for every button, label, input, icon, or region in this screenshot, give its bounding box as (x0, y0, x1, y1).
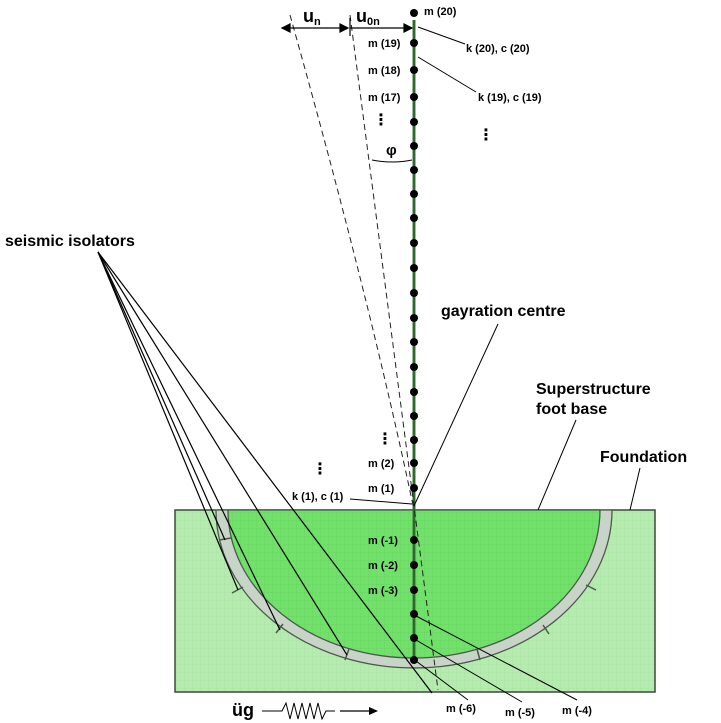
ground-motion-wave (262, 701, 335, 721)
isolator-leaders (97, 251, 433, 694)
label-ug: üg (232, 700, 254, 720)
label-seismic-isolators: seismic isolators (5, 233, 135, 250)
mass-label-neg1: m (-1) (368, 535, 398, 547)
gyration-leader (413, 323, 499, 507)
label-foot-base: foot base (536, 401, 607, 418)
deformed-shape-un (289, 14, 415, 511)
mass-label-17: m (17) (368, 92, 401, 104)
mass-label-neg4: m (-4) (562, 705, 592, 717)
deformed-shape-u0n (349, 14, 439, 691)
mass-label-neg6: m (-6) (446, 703, 476, 715)
label-phi: φ (386, 142, 397, 159)
superstructure-leader (537, 419, 577, 511)
mass-label-20: m (20) (424, 6, 457, 18)
spring-label-k1: k (1), c (1) (292, 491, 344, 503)
mass-label-neg3: m (-3) (368, 585, 398, 597)
label-gyration-centre: gayration centre (441, 303, 566, 320)
foundation-leader (629, 467, 641, 511)
mass-points (410, 9, 418, 664)
bottom-mass-leaders (415, 615, 578, 703)
label-un: un (303, 6, 321, 28)
displacement-arrows (280, 18, 414, 36)
mass-label-18: m (18) (368, 65, 401, 77)
label-foundation: Foundation (600, 449, 687, 466)
mass-label-neg2: m (-2) (368, 560, 398, 572)
vdots-left: ⋮ (312, 461, 328, 478)
vdots-mid: ⋮ (377, 431, 393, 448)
vdots-upper-right: ⋮ (478, 127, 494, 144)
spring-label-k19: k (19), c (19) (478, 92, 542, 104)
mass-label-19: m (19) (368, 38, 401, 50)
label-superstructure: Superstructure (536, 381, 651, 398)
spring-leaders (349, 26, 477, 505)
spring-label-k20: k (20), c (20) (466, 43, 530, 55)
ground-motion-arrowhead (369, 707, 378, 715)
label-u0n: u0n (356, 6, 380, 28)
mass-label-2: m (2) (368, 458, 395, 470)
vdots-upper-left: ⋮ (373, 112, 389, 129)
mass-label-1: m (1) (368, 483, 395, 495)
mass-label-neg5: m (-5) (505, 707, 535, 719)
phi-arc (371, 159, 413, 163)
